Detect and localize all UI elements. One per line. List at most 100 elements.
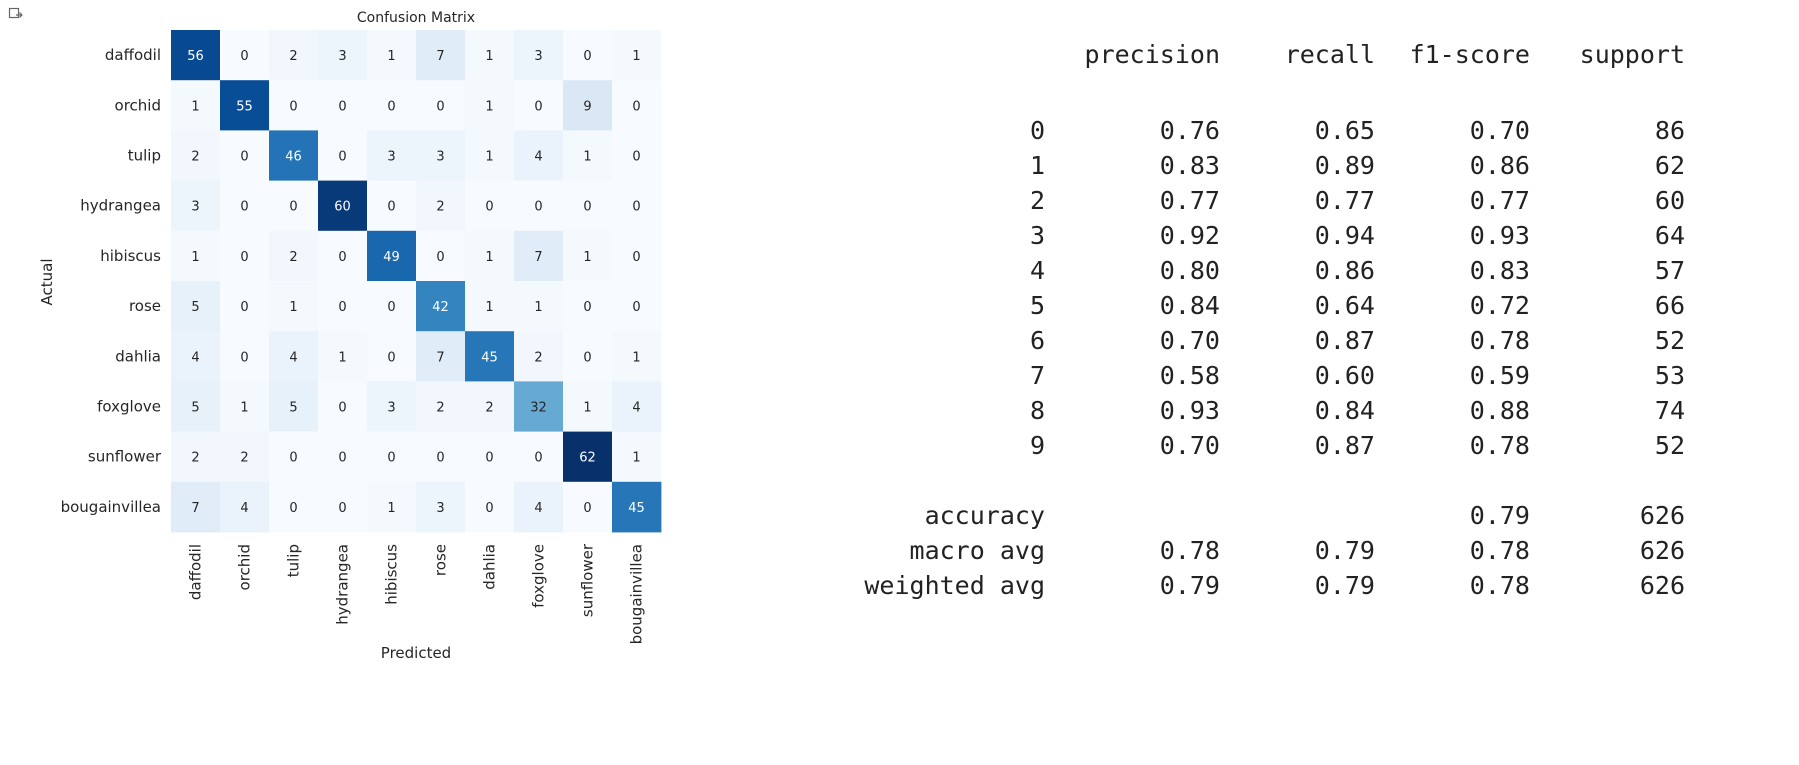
heatmap-cell — [367, 481, 417, 533]
report-spacer — [760, 463, 1685, 498]
heatmap-cell-value: 0 — [338, 401, 346, 416]
col-f1-score: f1-score — [1409, 39, 1530, 69]
report-cell: 0.65 — [1314, 116, 1375, 145]
report-summary-row: weighted avg 0.79 0.79 0.78 626 — [760, 568, 1685, 603]
report-cell: 0.60 — [1314, 361, 1375, 390]
report-row-label: 2 — [1029, 186, 1045, 215]
report-cell: 626 — [1639, 501, 1685, 530]
report-cell: 0.78 — [1469, 571, 1530, 600]
heatmap-cell-value: 45 — [481, 350, 498, 365]
heatmap-cell — [367, 281, 417, 332]
heatmap-cell — [318, 331, 368, 382]
x-tick-label: orchid — [236, 544, 254, 590]
heatmap-cell — [220, 331, 270, 382]
heatmap-cell-value: 7 — [436, 49, 444, 64]
heatmap-cell-value: 0 — [436, 99, 444, 114]
heatmap-cell — [563, 30, 613, 81]
report-cell: 0.87 — [1314, 326, 1375, 355]
x-tick-label: dahlia — [481, 544, 499, 590]
heatmap-cell-value: 1 — [240, 401, 248, 416]
heatmap-cell-value: 0 — [632, 300, 640, 315]
report-row-label: 7 — [1029, 361, 1045, 390]
report-row-label: accuracy — [924, 501, 1045, 530]
report-row-label: 8 — [1029, 396, 1045, 425]
col-recall: recall — [1284, 39, 1375, 69]
heatmap-cell-value: 1 — [534, 300, 542, 315]
heatmap-cell — [269, 180, 319, 232]
report-cell: 0.64 — [1314, 291, 1375, 320]
report-cell: 0.78 — [1469, 536, 1530, 565]
heatmap-cell-value: 0 — [387, 200, 395, 215]
heatmap-cell-value: 2 — [436, 200, 444, 215]
heatmap-cell — [220, 130, 270, 181]
heatmap-cell — [367, 180, 417, 232]
heatmap-cell — [465, 381, 515, 432]
report-cell: 0.78 — [1469, 431, 1530, 460]
heatmap-cell — [416, 30, 466, 81]
heatmap-cell-value: 46 — [285, 150, 302, 165]
heatmap-cell — [171, 331, 221, 382]
heatmap-cell — [514, 180, 564, 232]
output-cell-icon[interactable] — [8, 6, 24, 22]
x-tick-label: rose — [432, 544, 450, 576]
heatmap-cell-value: 1 — [191, 250, 199, 265]
heatmap-cell-value: 0 — [240, 250, 248, 265]
heatmap-cell — [612, 281, 662, 332]
heatmap-cell-value: 1 — [632, 451, 640, 466]
heatmap-cell-value: 62 — [579, 451, 596, 466]
report-cell: 626 — [1639, 536, 1685, 565]
report-row-label: 6 — [1029, 326, 1045, 355]
heatmap-cell-value: 7 — [191, 501, 199, 516]
heatmap-cell-value: 0 — [534, 451, 542, 466]
report-class-row: 8 0.93 0.84 0.88 74 — [760, 393, 1685, 428]
report-summary-row: accuracy 0.79 626 — [760, 498, 1685, 533]
heatmap-cell-value: 0 — [632, 150, 640, 165]
y-tick-label: sunflower — [88, 448, 162, 466]
heatmap-cell-value: 55 — [236, 99, 253, 114]
heatmap-cell — [563, 80, 613, 131]
y-tick-label: tulip — [128, 147, 161, 165]
heatmap-cell — [220, 230, 270, 282]
report-cell: 0.84 — [1314, 396, 1375, 425]
heatmap-cell — [563, 381, 613, 432]
report-cell: 60 — [1654, 186, 1685, 215]
heatmap-cell-value: 9 — [583, 99, 591, 114]
report-cell: 0.78 — [1469, 326, 1530, 355]
x-tick-labels: daffodil orchid tulip hydrangea hibiscus rose… — [187, 543, 646, 644]
heatmap-cell-value: 1 — [191, 99, 199, 114]
heatmap-cell-value: 1 — [485, 250, 493, 265]
heatmap-cell — [612, 481, 662, 533]
report-row-label: 0 — [1029, 116, 1045, 145]
heatmap-cell — [220, 381, 270, 432]
heatmap-cell — [465, 481, 515, 533]
report-cell: 0.70 — [1159, 326, 1220, 355]
heatmap-cell-value: 2 — [485, 401, 493, 416]
y-tick-label: rose — [129, 297, 161, 315]
heatmap-cell-value: 3 — [387, 401, 395, 416]
heatmap-cell — [612, 80, 662, 131]
heatmap-cell-value: 5 — [289, 401, 297, 416]
heatmap-cell — [612, 381, 662, 432]
heatmap-cell — [563, 130, 613, 181]
report-cell: 0.77 — [1314, 186, 1375, 215]
heatmap-cell — [514, 431, 564, 483]
x-tick-label: foxglove — [530, 544, 548, 608]
report-cell: 86 — [1654, 116, 1685, 145]
heatmap-cell — [612, 30, 662, 81]
y-tick-label: foxglove — [97, 398, 161, 416]
report-row-label: 9 — [1029, 431, 1045, 460]
heatmap-cell-value: 0 — [583, 300, 591, 315]
report-cell: 0.94 — [1314, 221, 1375, 250]
heatmap-cell-value: 4 — [534, 150, 542, 165]
report-row-label: 5 — [1029, 291, 1045, 320]
heatmap-cell-value: 4 — [632, 401, 640, 416]
heatmap-cell-value: 0 — [583, 350, 591, 365]
heatmap-cell-value: 7 — [534, 250, 542, 265]
report-row-label: 3 — [1029, 221, 1045, 250]
report-row-label: weighted avg — [864, 571, 1045, 600]
heatmap-cell — [269, 230, 319, 282]
y-tick-label: hibiscus — [100, 247, 161, 265]
report-spacer — [760, 78, 1685, 113]
report-header-blank — [760, 30, 1045, 78]
heatmap-cell — [269, 331, 319, 382]
